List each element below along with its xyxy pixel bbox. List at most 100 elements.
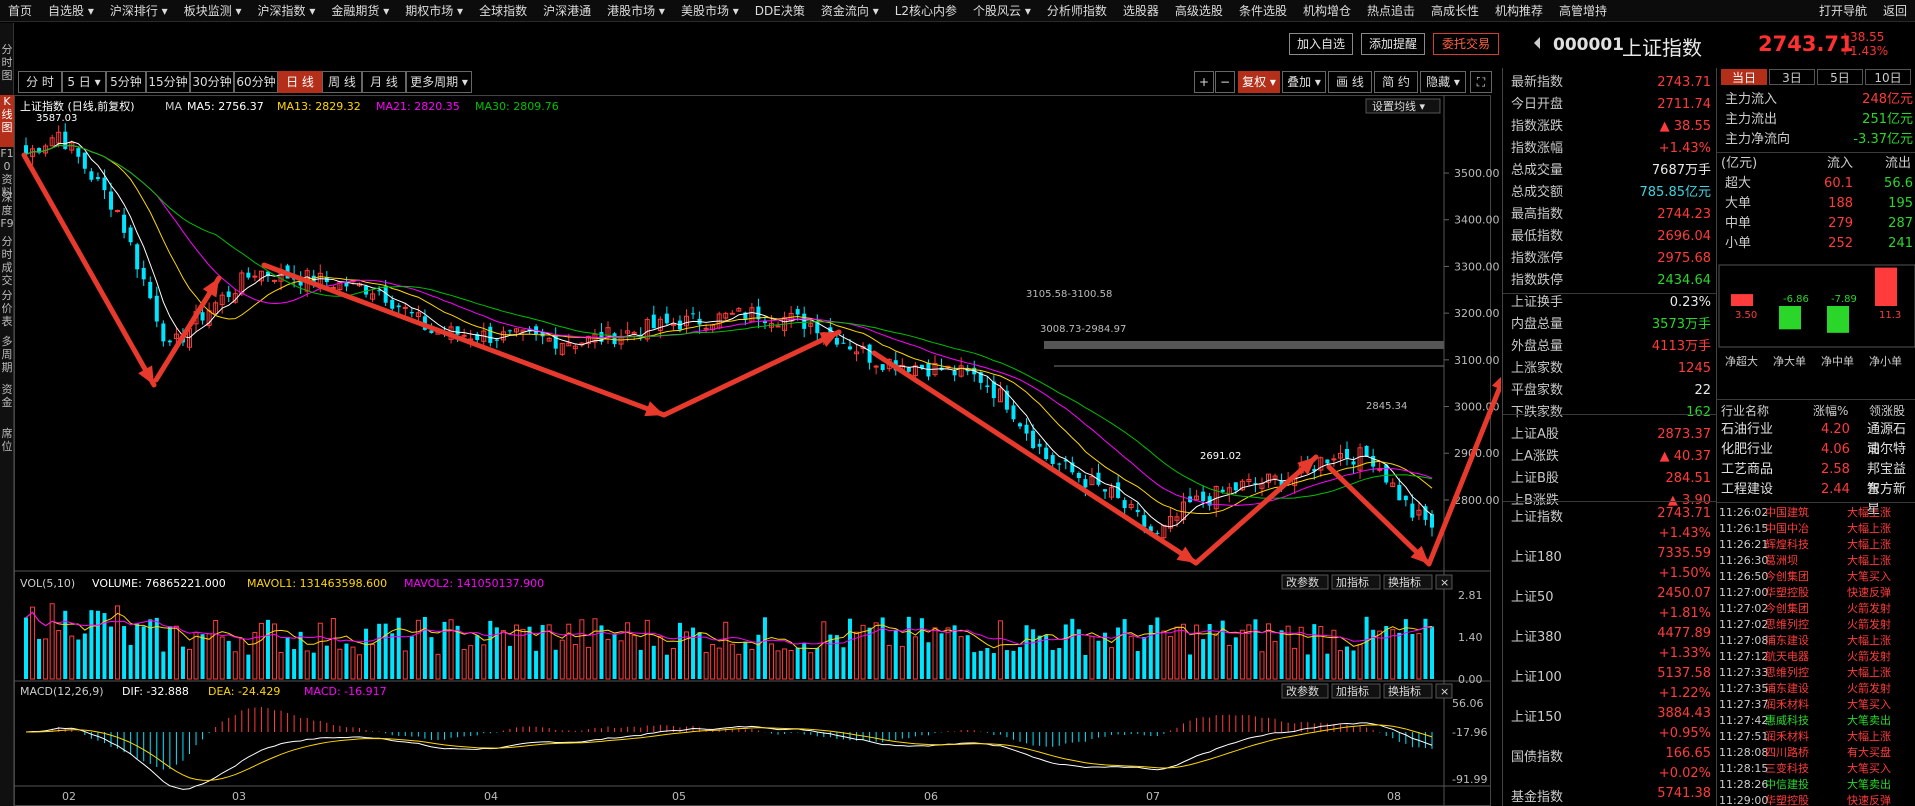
fast-move-row[interactable]: 11:26:21 辉煌科技 大幅上涨 [1717,537,1915,553]
fast-move-row[interactable]: 11:27:00 华塑控股 快速反弹 [1717,585,1915,601]
period-tab[interactable]: 15分钟 [146,71,190,93]
left-tab[interactable]: 多周期 [1,335,13,374]
fast-move-row[interactable]: 11:27:37 润禾材料 大笔买入 [1717,697,1915,713]
index-row[interactable]: 上证100 5137.58 +1.22% [1503,666,1717,706]
menu-item[interactable]: 全球指数 [479,4,528,18]
menu-right-item[interactable]: 返回 [1882,4,1907,18]
menu-item[interactable]: 个股风云 ▾ [973,4,1031,18]
fast-move-row[interactable]: 11:27:33 思维列控 大幅上涨 [1717,665,1915,681]
fast-move-row[interactable]: 11:27:12 航天电器 火箭发射 [1717,649,1915,665]
add-watchlist-button[interactable]: 加入自选 [1289,33,1353,55]
flow-tab[interactable]: 5日 [1817,69,1863,85]
fast-move-row[interactable]: 11:28:08 四川路桥 有大买盘 [1717,745,1915,761]
add-alert-button[interactable]: 添加提醒 [1361,33,1425,55]
fast-move-row[interactable]: 11:29:00 华塑控股 快速反弹 [1717,793,1915,806]
fast-move-row[interactable]: 11:26:30 葛洲坝 大幅上涨 [1717,553,1915,569]
flow-tab[interactable]: 当日 [1721,69,1767,85]
left-tab[interactable]: K线图 [0,95,14,147]
fast-move-row[interactable]: 11:27:08 浦东建设 大幅上涨 [1717,633,1915,649]
menu-item[interactable]: 期权市场 ▾ [405,4,464,18]
menu-item[interactable]: 热点追击 [1366,4,1415,18]
fast-move-row[interactable]: 11:28:26 中信建投 大笔卖出 [1717,777,1915,793]
left-tab[interactable]: 资金 [1,383,13,409]
chart-tool-button[interactable]: − [1215,71,1235,93]
fast-move-row[interactable]: 11:26:15 中国中冶 大幅上涨 [1717,521,1915,537]
menu-item[interactable]: 资金流向 ▾ [820,4,879,18]
fast-move-row[interactable]: 11:27:51 润禾材料 大幅上涨 [1717,729,1915,745]
flow-tab[interactable]: 10日 [1865,69,1911,85]
period-tab[interactable]: 分 时 [18,71,62,93]
menu-item[interactable]: 选股器 [1122,4,1159,18]
vol-panel-button[interactable] [1383,574,1433,590]
index-row[interactable]: 上证180 7335.59 +1.50% [1503,546,1717,586]
menu-item[interactable]: 机构推荐 [1495,4,1544,18]
back-arrow-icon[interactable] [1532,36,1542,50]
menu-item[interactable]: 板块监测 ▾ [183,4,242,18]
fast-move-row[interactable]: 11:27:02 今创集团 火箭发射 [1717,601,1915,617]
chart-tool-button[interactable]: 叠加 ▾ [1282,71,1326,93]
fast-move-row[interactable]: 11:26:02 中国建筑 大幅上涨 [1717,505,1915,521]
vol-panel-button[interactable] [1435,574,1453,590]
fast-move-row[interactable]: 11:26:50 今创集团 大笔买入 [1717,569,1915,585]
left-tab[interactable]: 深度F9 [0,191,14,230]
menu-item[interactable]: 高成长性 [1430,4,1479,18]
flow-tab[interactable]: 3日 [1769,69,1815,85]
ma-settings-button[interactable] [1365,98,1441,114]
chart-tool-button[interactable]: 画 线 [1328,71,1372,93]
menu-item[interactable]: 自选股 ▾ [48,4,94,18]
period-tab[interactable]: 日 线 [278,71,322,93]
period-tab[interactable]: 5 日 ▾ [62,71,106,93]
period-tab[interactable]: 周 线 [322,71,362,93]
menu-item[interactable]: 高管增持 [1559,4,1608,18]
period-tab[interactable]: 60分钟 [234,71,278,93]
menu-item[interactable]: 沪深港通 [543,4,592,18]
chart-tool-button[interactable]: 简 约 [1374,71,1418,93]
menu-item[interactable]: 高级选股 [1174,4,1223,18]
chart-tool-button[interactable]: + [1194,71,1214,93]
menu-item[interactable]: 金融期货 ▾ [331,4,390,18]
menu-item[interactable]: L2核心内参 [894,4,958,18]
fast-move-row[interactable]: 11:27:35 浦东建设 火箭发射 [1717,681,1915,697]
index-row[interactable]: 基金指数 5741.38 [1503,786,1717,806]
industry-row[interactable]: 石油行业 4.20 通源石油 [1717,420,1915,457]
period-tab[interactable]: 30分钟 [190,71,234,93]
menu-item[interactable]: 美股市场 ▾ [680,4,739,18]
left-tab[interactable]: 分价表 [1,289,13,328]
fast-move-row[interactable]: 11:27:42 惠威科技 大笔卖出 [1717,713,1915,729]
trade-button[interactable]: 委托交易 [1433,33,1499,55]
vol-panel-button[interactable] [1281,574,1329,590]
left-tab[interactable]: 分时成交 [1,235,13,287]
menu-item[interactable]: DDE决策 [754,4,805,18]
fast-move-row[interactable]: 11:28:15 三变科技 大笔买入 [1717,761,1915,777]
left-tab[interactable]: 席位 [1,427,13,453]
industry-row[interactable]: 工程建设 2.44 东方新星 [1717,480,1915,517]
macd-panel-button[interactable] [1383,683,1433,699]
macd-panel-button[interactable] [1435,683,1453,699]
chart-tool-button[interactable]: 隐藏 ▾ [1420,71,1466,93]
period-tab[interactable]: 月 线 [362,71,406,93]
menu-item[interactable]: 沪深排行 ▾ [109,4,168,18]
chart-tool-button[interactable]: 复权 ▾ [1238,71,1280,93]
index-row[interactable]: 上证指数 2743.71 +1.43% [1503,506,1717,546]
period-tab[interactable]: 更多周期 ▾ [406,71,472,93]
period-tab[interactable]: 5分钟 [106,71,146,93]
vol-panel-button[interactable] [1331,574,1381,590]
menu-item[interactable]: 机构增仓 [1302,4,1351,18]
left-tab[interactable]: 分时图 [1,43,13,82]
macd-panel-button[interactable] [1281,683,1329,699]
index-row[interactable]: 上证380 4477.89 +1.33% [1503,626,1717,666]
menu-item[interactable]: 分析师指数 [1046,4,1107,18]
kline-chart[interactable]: 上证指数 (日线,前复权) MA MA5: 2756.37 MA13: 2829.32… [14,95,1501,806]
industry-row[interactable]: 化肥行业 4.06 司尔特 [1717,440,1915,460]
menu-item[interactable]: 条件选股 [1238,4,1287,18]
menu-item[interactable]: 沪深指数 ▾ [257,4,316,18]
macd-panel-button[interactable] [1331,683,1381,699]
index-row[interactable]: 上证50 2450.07 +1.81% [1503,586,1717,626]
index-row[interactable]: 上证150 3884.43 +0.95% [1503,706,1717,746]
left-tab[interactable]: F10资料 [0,147,14,199]
menu-right-item[interactable]: 打开导航 [1818,4,1867,18]
industry-row[interactable]: 工艺商品 2.58 邦宝益智 [1717,460,1915,497]
chart-tool-button[interactable]: ⛶ [1470,71,1492,93]
fast-move-row[interactable]: 11:27:02 思维列控 火箭发射 [1717,617,1915,633]
menu-item[interactable]: 港股市场 ▾ [607,4,665,18]
